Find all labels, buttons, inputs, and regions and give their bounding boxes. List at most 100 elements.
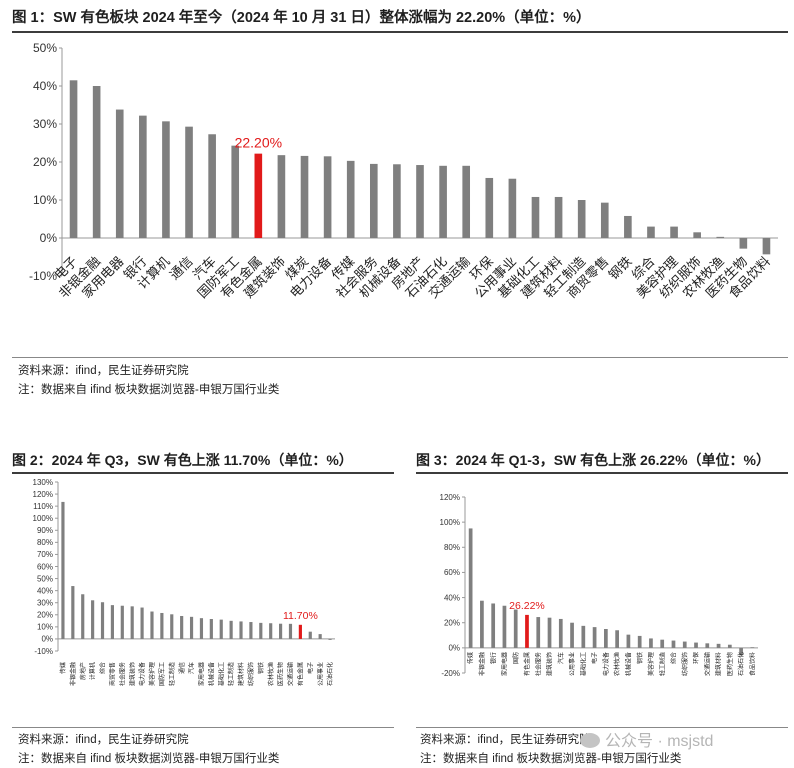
fig3-category-label: 有色金属 <box>523 652 531 676</box>
fig2-category-label: 美容护理 <box>148 662 156 686</box>
fig3-bar <box>626 634 631 648</box>
figure-1-note: 注：数据来自 ifind 板块数据浏览器-申银万国行业类 <box>18 384 280 396</box>
fig2-bar <box>328 638 332 640</box>
figure-2-top-rule <box>12 472 394 474</box>
figure-3-note: 注：数据来自 ifind 板块数据浏览器-申银万国行业类 <box>420 753 682 765</box>
fig3-bar <box>671 640 676 648</box>
fig3-category-label: 机械设备 <box>625 652 633 676</box>
figure-2-bottom-rule <box>12 727 394 728</box>
fig3-category-label: 农林牧渔 <box>613 652 621 676</box>
fig2-bar <box>61 501 65 639</box>
fig1-bar <box>462 165 471 238</box>
fig2-category-label: 计算机 <box>89 662 97 680</box>
fig3-bar <box>558 618 563 648</box>
fig3-bar <box>660 639 665 648</box>
fig2-y-tick-label: 40% <box>37 586 53 595</box>
fig1-y-tick-label: 0% <box>40 231 58 245</box>
fig3-category-label: 非银金融 <box>478 652 486 676</box>
fig2-category-label: 机械设备 <box>207 662 215 686</box>
fig2-bar <box>229 620 233 639</box>
fig2-bar <box>100 602 105 639</box>
fig2-bar <box>180 615 184 639</box>
figure-3-top-rule <box>416 472 788 474</box>
fig2-y-tick-label: 20% <box>37 611 53 620</box>
fig2-bar <box>219 619 223 639</box>
fig1-bar <box>185 126 193 238</box>
fig2-category-label: 国防军工 <box>158 662 166 686</box>
fig3-category-label: 银行 <box>489 652 497 664</box>
fig3-category-label: 纺织服饰 <box>681 652 689 676</box>
fig2-category-label: 家用电器 <box>198 662 206 686</box>
fig1-bar <box>92 86 101 238</box>
fig3-bar <box>525 614 529 648</box>
fig2-bar <box>81 594 85 639</box>
fig2-bar <box>110 605 114 639</box>
fig1-bar <box>208 134 216 238</box>
fig2-bar <box>269 623 273 639</box>
fig1-bar <box>624 215 632 238</box>
fig3-bar <box>536 617 541 648</box>
fig2-bar <box>199 618 204 639</box>
fig2-y-tick-label: 30% <box>37 599 53 608</box>
fig3-y-tick-label: 120% <box>440 493 460 502</box>
fig2-highlight-label: 11.70% <box>283 610 318 622</box>
fig2-category-label: 非银金融 <box>69 662 77 686</box>
fig2-category-label: 房地产 <box>79 662 87 680</box>
figure-1-top-rule <box>12 31 788 33</box>
figure-1-chart: -10%0%10%20%30%40%50%电子非银金融家用电器银行计算机通信汽车… <box>29 41 778 301</box>
fig1-bar <box>531 196 540 238</box>
fig2-bar <box>91 600 95 639</box>
fig2-category-label: 石油石化 <box>326 662 334 686</box>
fig3-bar <box>615 630 619 648</box>
wechat-icon <box>580 733 600 748</box>
fig3-category-label: 社会服务 <box>534 652 542 676</box>
fig3-bar <box>592 627 597 648</box>
fig1-bar <box>670 226 678 238</box>
fig2-category-label: 钢铁 <box>257 662 265 674</box>
fig2-category-label: 电子 <box>306 662 314 674</box>
fig2-category-label: 公用事业 <box>316 662 324 686</box>
fig2-bar <box>298 624 302 639</box>
fig1-y-tick-label: 20% <box>33 155 57 169</box>
watermark: 公众号 · msjstd <box>580 727 713 751</box>
fig3-bar <box>739 647 743 656</box>
fig1-y-tick-label: -10% <box>29 269 57 283</box>
fig2-category-label: 建筑材料 <box>237 662 245 686</box>
fig3-category-label: 公用事业 <box>568 652 576 676</box>
fig2-y-tick-label: 60% <box>37 562 53 571</box>
figure-3-source: 资料来源：ifind，民生证券研究院 <box>420 734 591 746</box>
fig3-bar <box>604 629 608 648</box>
figure-1-title: 图 1：SW 有色板块 2024 年至今（2024 年 10 月 31 日）整体… <box>12 10 591 26</box>
fig2-bar <box>170 614 174 639</box>
fig1-bar <box>277 155 286 238</box>
fig2-category-label: 商贸零售 <box>109 662 117 686</box>
fig1-y-tick-label: 10% <box>33 193 57 207</box>
fig2-y-tick-label: 120% <box>33 490 53 499</box>
fig3-category-label: 汽车 <box>557 652 565 664</box>
fig3-category-label: 建筑材料 <box>715 652 723 676</box>
fig3-bar <box>694 642 698 648</box>
fig3-category-label: 石油石化 <box>737 652 745 676</box>
fig2-bar <box>130 606 134 639</box>
fig1-y-tick-label: 40% <box>33 79 57 93</box>
fig3-bar <box>570 622 574 648</box>
figure-2-note: 注：数据来自 ifind 板块数据浏览器-申银万国行业类 <box>18 753 280 765</box>
figure-3-title: 图 3：2024 年 Q1-3，SW 有色上涨 26.22%（单位：%） <box>416 452 770 468</box>
fig3-category-label: 电力设备 <box>602 652 610 676</box>
fig3-y-tick-label: 0% <box>448 644 460 653</box>
fig1-bar <box>393 164 401 238</box>
fig1-bar <box>508 178 517 238</box>
fig2-bar <box>140 607 144 639</box>
fig3-y-tick-label: 100% <box>440 518 460 527</box>
fig3-bar <box>682 641 687 648</box>
fig2-bar <box>288 623 293 639</box>
fig2-category-label: 电力设备 <box>138 662 146 686</box>
fig1-bar <box>369 163 378 238</box>
fig3-category-label: 钢铁 <box>636 652 644 664</box>
fig3-category-label: 家用电器 <box>501 652 509 676</box>
fig3-bar <box>502 605 507 648</box>
fig3-bar <box>468 528 473 648</box>
fig3-y-tick-label: -20% <box>441 669 460 678</box>
fig1-highlight-label: 22.20% <box>235 135 282 151</box>
